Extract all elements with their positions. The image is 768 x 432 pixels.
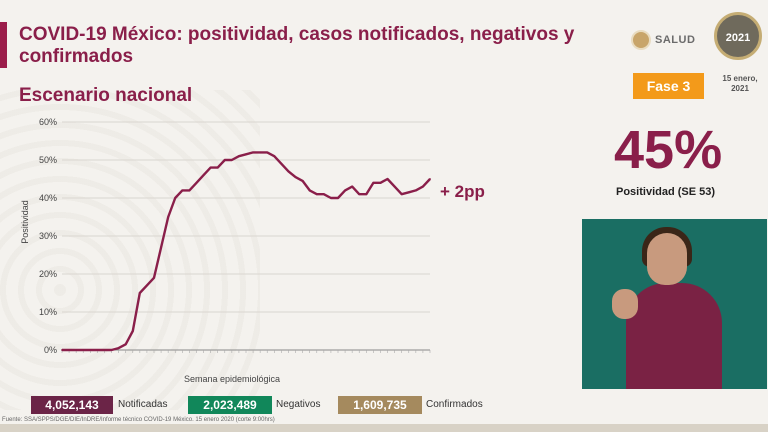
y-tick-label: 40%: [39, 193, 57, 203]
y-tick-label: 20%: [39, 269, 57, 279]
data-point: [124, 343, 127, 346]
title-accent-bar: [0, 22, 7, 68]
positivity-change: + 2pp: [440, 182, 485, 201]
data-point: [400, 193, 403, 196]
data-point: [230, 159, 233, 161]
data-point: [429, 178, 431, 180]
data-point: [174, 197, 177, 199]
page-title: COVID-19 México: positividad, casos noti…: [19, 24, 575, 67]
data-point: [351, 185, 354, 188]
data-point: [117, 347, 120, 349]
data-point: [96, 349, 99, 351]
interpreter-head: [647, 233, 687, 285]
data-point: [344, 189, 346, 192]
negativos-label: Negativos: [276, 399, 321, 410]
data-point: [287, 170, 290, 173]
data-point: [68, 349, 70, 351]
data-point: [365, 193, 368, 196]
sign-language-video: [582, 219, 767, 389]
data-point: [266, 151, 269, 154]
data-point: [330, 197, 332, 199]
negativos-count: 2,023,489: [188, 396, 272, 414]
data-point: [280, 162, 283, 165]
data-point: [82, 349, 85, 351]
data-point: [407, 191, 410, 194]
data-point: [89, 349, 92, 351]
data-point: [322, 193, 325, 196]
x-axis-title: Semana epidemiológica: [184, 374, 281, 384]
data-point: [238, 155, 240, 158]
data-point: [75, 349, 78, 351]
data-point: [146, 284, 148, 287]
data-point: [167, 216, 170, 218]
phase-badge: Fase 3: [633, 73, 704, 99]
data-point: [252, 151, 254, 154]
data-point: [308, 189, 311, 192]
positivity-label: Positividad (SE 53): [616, 186, 716, 198]
data-point: [273, 155, 276, 158]
data-point: [209, 166, 212, 169]
data-point: [188, 189, 191, 192]
data-point: [379, 181, 382, 184]
source-note: Fuente: SSA/SPPS/DGE/DIE/InDRE/Informe t…: [2, 417, 275, 423]
salud-logo: SALUD: [631, 29, 703, 51]
data-point: [181, 189, 184, 192]
footer-bar: [0, 424, 768, 432]
confirmados-count: 1,609,735: [338, 396, 422, 414]
data-point: [393, 185, 396, 188]
y-tick-label: 10%: [39, 307, 57, 317]
y-tick-label: 0%: [44, 345, 57, 355]
data-point: [131, 330, 134, 332]
background-watermark: [0, 90, 260, 410]
data-point: [301, 180, 304, 182]
positivity-value: 45%: [614, 120, 723, 180]
data-point: [61, 349, 63, 351]
data-point: [153, 276, 155, 279]
interpreter-hand: [612, 289, 638, 319]
notificadas-count: 4,052,143: [31, 396, 113, 414]
data-point: [422, 185, 424, 188]
y-tick-label: 50%: [39, 155, 57, 165]
data-point: [245, 153, 247, 156]
data-point: [110, 349, 113, 351]
data-point: [103, 349, 106, 351]
data-point: [337, 197, 339, 199]
data-point: [372, 181, 375, 184]
notificadas-label: Notificadas: [118, 399, 168, 410]
data-point: [223, 159, 226, 161]
report-date: 15 enero, 2021: [722, 74, 758, 93]
data-point: [358, 193, 361, 196]
data-point: [315, 193, 318, 196]
y-axis-title: Positividad: [20, 200, 30, 244]
positivity-line: [62, 151, 431, 352]
data-point: [259, 151, 262, 154]
data-point: [414, 189, 417, 192]
data-point: [138, 292, 141, 294]
seal-year: 2021: [725, 32, 751, 44]
year-seal: 2021: [714, 12, 762, 60]
y-tick-label: 30%: [39, 231, 57, 241]
y-tick-label: 60%: [39, 117, 57, 127]
data-point: [216, 166, 219, 169]
data-point: [202, 174, 205, 177]
data-point: [386, 178, 389, 180]
salud-emblem-icon: [631, 30, 651, 50]
page-subtitle: Escenario nacional: [19, 85, 193, 106]
data-point: [195, 181, 198, 184]
interpreter-body: [626, 283, 722, 389]
data-point: [160, 246, 162, 249]
confirmados-label: Confirmados: [426, 399, 483, 410]
data-point: [294, 176, 297, 179]
salud-logo-text: SALUD: [655, 34, 696, 46]
